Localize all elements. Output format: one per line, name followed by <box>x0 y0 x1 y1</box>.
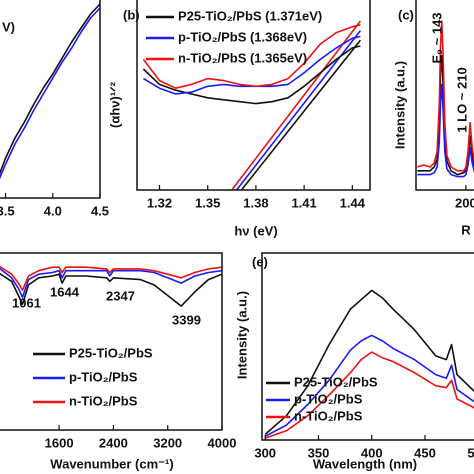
x-tick-label: 1.44 <box>340 195 366 210</box>
annotation: 2347 <box>106 288 135 303</box>
series-line <box>0 272 222 307</box>
legend-label: P25-TiO₂/PbS <box>294 374 378 389</box>
legend-label: n-TiO₂/PbS <box>294 408 363 423</box>
annotation: 1061 <box>12 295 41 310</box>
x-tick-label: 450 <box>414 445 436 460</box>
plot-frame <box>136 0 371 191</box>
x-tick-label: 350 <box>308 445 330 460</box>
x-tick-label: 1.32 <box>147 195 172 210</box>
panel-label: (b) <box>123 7 140 22</box>
x-tick-label: 500 <box>467 445 474 460</box>
x-tick-label: 1.38 <box>243 195 268 210</box>
x-axis-label: Wavenumber (cm⁻¹) <box>50 456 173 471</box>
panel-label: (e) <box>252 254 268 269</box>
annotation: V) <box>2 19 15 34</box>
series-line <box>0 267 222 299</box>
legend-label: n-TiO₂/PbS (1.365eV) <box>178 50 307 65</box>
x-tick-label: 300 <box>254 445 276 460</box>
series-line <box>142 24 361 89</box>
x-tick-label: 3200 <box>153 435 182 450</box>
y-axis-label: Intensity (a.u.) <box>392 61 407 149</box>
legend-label: p-TiO₂/PbS <box>294 391 363 406</box>
annotation: E₉ ~ 143 <box>429 12 444 63</box>
panel-label: (c) <box>398 7 414 22</box>
x-axis-label: Wavelength (nm) <box>313 456 417 471</box>
plot-frame <box>0 252 223 431</box>
series-line <box>0 265 222 291</box>
plot-frame <box>261 252 474 441</box>
plot-frame <box>415 0 474 191</box>
plot-frame <box>0 0 101 199</box>
y-axis-label: (αhν)¹ᐟ² <box>107 81 122 128</box>
x-tick-label: 1.35 <box>195 195 220 210</box>
x-axis-label: hν (eV) <box>234 223 277 238</box>
x-tick-label: 4.0 <box>44 203 62 218</box>
x-tick-label: 2400 <box>99 435 128 450</box>
x-tick-label: 400 <box>361 445 383 460</box>
annotation: 1 LO ~ 210 <box>454 67 469 132</box>
legend-label: n-TiO₂/PbS <box>69 393 138 408</box>
legend-label: P25-TiO₂/PbS <box>69 345 153 360</box>
series-line <box>142 45 361 105</box>
tangent-line <box>231 20 362 190</box>
series-line <box>264 289 474 436</box>
x-axis-label: R <box>461 222 471 237</box>
series-line <box>264 334 474 438</box>
x-tick-label: 3.5 <box>0 203 15 218</box>
series-line <box>0 7 100 180</box>
y-axis-label: Intensity (a.u.) <box>234 291 249 379</box>
x-tick-label: 4.5 <box>91 203 109 218</box>
series-line <box>0 3 100 175</box>
tangent-line <box>240 39 362 190</box>
x-tick-label: 1600 <box>45 435 74 450</box>
legend-label: p-TiO₂/PbS (1.368eV) <box>178 29 307 44</box>
legend-label: P25-TiO₂/PbS (1.371eV) <box>178 8 322 23</box>
x-tick-label: 200 <box>455 195 474 210</box>
annotation: 3399 <box>172 312 201 327</box>
legend-label: p-TiO₂/PbS <box>69 369 138 384</box>
x-tick-label: 4000 <box>208 435 237 450</box>
series-line <box>264 351 474 439</box>
annotation: 1644 <box>50 284 80 299</box>
x-tick-label: 1.41 <box>291 195 316 210</box>
